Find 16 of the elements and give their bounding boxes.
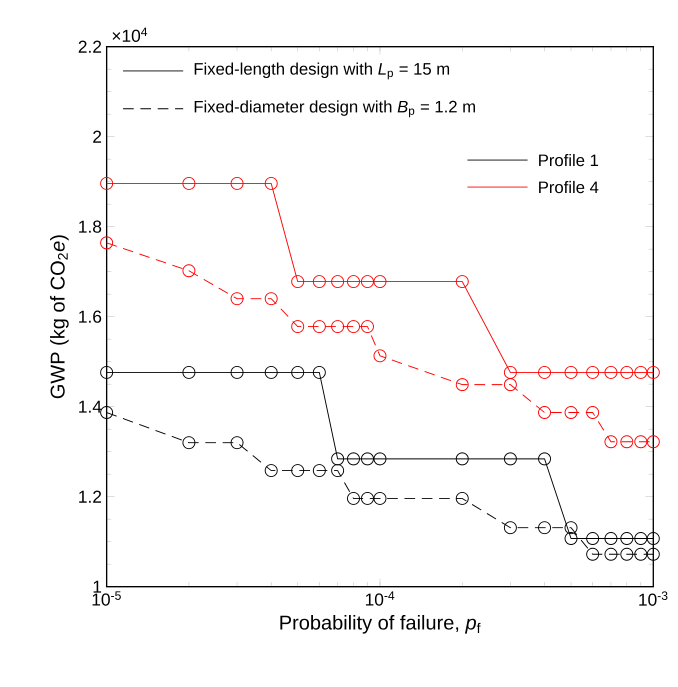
x-axis-title: Probability of failure, p$_{f}$ (280, 614, 481, 634)
y-tick-label: 2.2 (78, 40, 102, 53)
x-tick-label: 10$^{-3}$ (639, 591, 668, 606)
y-tick-label: 1.6 (79, 310, 102, 323)
x-tick-label: 10$^{-4}$ (366, 591, 394, 606)
annotation: Fixed-length design with L$_{p}$ = 15 m (194, 62, 450, 80)
y-tick-label: 1 (94, 580, 102, 593)
y-tick-label: 1.8 (79, 220, 102, 233)
legend-label: Profile 4 (539, 180, 598, 194)
y-tick-label: 1.4 (79, 400, 102, 413)
y-axis-title: GWP (kg of CO$_{2}$e) (50, 235, 69, 398)
y-tick-label: 1.2 (79, 490, 102, 503)
annotation: Fixed-diameter design with B$_{p}$ = 1.2 m (194, 100, 475, 118)
legend-label: Profile 1 (539, 154, 598, 166)
y-tick-label: 2 (93, 130, 102, 143)
text: ×10$^{4}$ (112, 28, 148, 42)
